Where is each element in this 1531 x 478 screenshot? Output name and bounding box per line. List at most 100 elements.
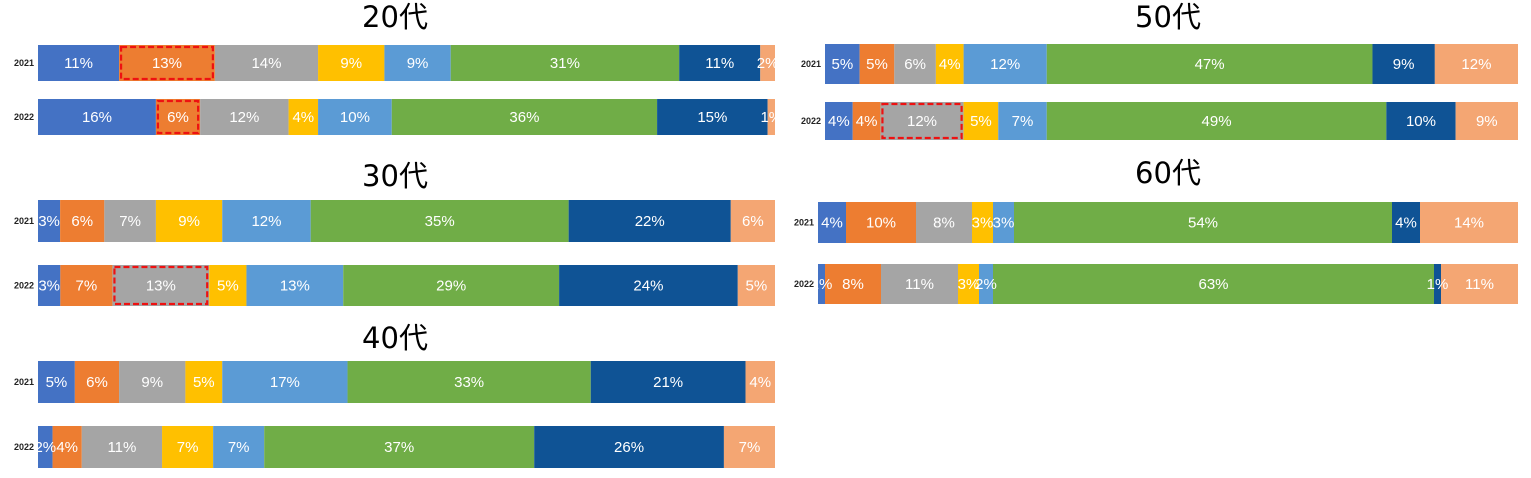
bar-segment — [155, 200, 223, 242]
bar-segment — [38, 200, 61, 242]
data-label: 5% — [866, 56, 888, 73]
data-label: 6% — [904, 56, 926, 73]
data-label: 9% — [141, 374, 163, 391]
bar-segment — [222, 200, 311, 242]
bar-segment — [1455, 102, 1518, 140]
data-label: 12% — [229, 109, 259, 126]
bar-segment — [391, 99, 658, 135]
bar-segment — [200, 99, 289, 135]
bar-segment — [723, 426, 775, 468]
data-label: 10% — [866, 215, 896, 232]
bar-segment — [347, 361, 591, 403]
bar-segment — [972, 202, 993, 243]
data-label: 4% — [749, 374, 771, 391]
data-label: 8% — [842, 276, 864, 293]
data-label: 7% — [119, 213, 141, 230]
data-label: 12% — [251, 213, 281, 230]
bar-segment — [1046, 102, 1387, 140]
bar-segment — [730, 200, 775, 242]
data-label: 22% — [635, 213, 665, 230]
year-label: 2022 — [14, 112, 34, 122]
data-label: 14% — [1454, 215, 1484, 232]
bar-segment — [894, 44, 936, 84]
year-label: 2022 — [794, 279, 814, 289]
data-label: 5% — [217, 278, 239, 295]
data-label: 11% — [905, 276, 934, 293]
data-label: 6% — [167, 109, 189, 126]
bar-segment — [119, 45, 215, 81]
data-label: 4% — [56, 439, 78, 456]
bar-segment — [318, 45, 385, 81]
bar-segment — [155, 99, 201, 135]
bar-segment — [112, 265, 210, 306]
data-label: 4% — [292, 109, 314, 126]
data-label: 16% — [82, 109, 112, 126]
bar-segment — [1441, 264, 1518, 304]
bar-segment — [450, 45, 680, 81]
data-label: 2% — [757, 55, 779, 72]
bar-segment — [288, 99, 319, 135]
year-label: 2021 — [794, 218, 814, 228]
year-label: 2021 — [14, 377, 34, 387]
data-label: 5% — [746, 278, 768, 295]
data-label: 10% — [1406, 113, 1436, 130]
data-label: 3% — [38, 213, 60, 230]
data-label: 9% — [1393, 56, 1415, 73]
data-label: 49% — [1202, 113, 1232, 130]
bar-segment — [38, 45, 120, 81]
bar-segment — [74, 361, 120, 403]
bar-segment — [825, 264, 881, 304]
data-label: 7% — [739, 439, 761, 456]
data-label: 6% — [86, 374, 108, 391]
data-label: 5% — [193, 374, 215, 391]
data-label: 12% — [1461, 56, 1491, 73]
highlight-box — [156, 99, 200, 135]
data-label: 5% — [831, 56, 853, 73]
bar-segment — [852, 102, 881, 140]
data-label: 11% — [1465, 276, 1494, 293]
bar-segment — [318, 99, 392, 135]
data-label: 8% — [933, 215, 955, 232]
data-label: 7% — [228, 439, 250, 456]
bar-segment — [38, 361, 75, 403]
bar-segment — [1392, 202, 1420, 243]
bar-segment — [534, 426, 724, 468]
bar-segment — [818, 202, 846, 243]
year-label: 2022 — [801, 116, 821, 126]
bar-segment — [963, 44, 1047, 84]
bar-segment — [38, 265, 61, 306]
year-label: 2021 — [14, 58, 34, 68]
chart-title: 40代 — [362, 321, 428, 355]
data-label: 4% — [821, 215, 843, 232]
bar-segment — [38, 99, 156, 135]
year-label: 2021 — [14, 216, 34, 226]
data-label: 17% — [270, 374, 300, 391]
data-label: 1% — [811, 276, 833, 293]
data-label: 3% — [993, 215, 1015, 232]
data-label: 2% — [34, 439, 56, 456]
data-label: 2% — [975, 276, 997, 293]
bar-segment — [737, 265, 775, 306]
data-label: 3% — [958, 276, 980, 293]
bar-segment — [979, 264, 993, 304]
data-label: 9% — [407, 55, 429, 72]
bar-segment — [767, 99, 775, 135]
data-label: 36% — [509, 109, 539, 126]
bar-segment — [935, 44, 964, 84]
data-label: 9% — [340, 55, 362, 72]
data-label: 7% — [1012, 113, 1034, 130]
data-label: 4% — [828, 113, 850, 130]
bar-segment — [963, 102, 999, 140]
year-label: 2021 — [801, 59, 821, 69]
data-label: 47% — [1195, 56, 1225, 73]
bar-segment — [880, 102, 964, 140]
data-label: 33% — [454, 374, 484, 391]
data-label: 12% — [990, 56, 1020, 73]
data-label: 11% — [107, 439, 136, 456]
bar-segment — [162, 426, 214, 468]
bar-segment — [343, 265, 560, 306]
bar-segment — [657, 99, 768, 135]
bar-segment — [760, 45, 775, 81]
bar-segment — [104, 200, 156, 242]
bar-segment — [264, 426, 535, 468]
